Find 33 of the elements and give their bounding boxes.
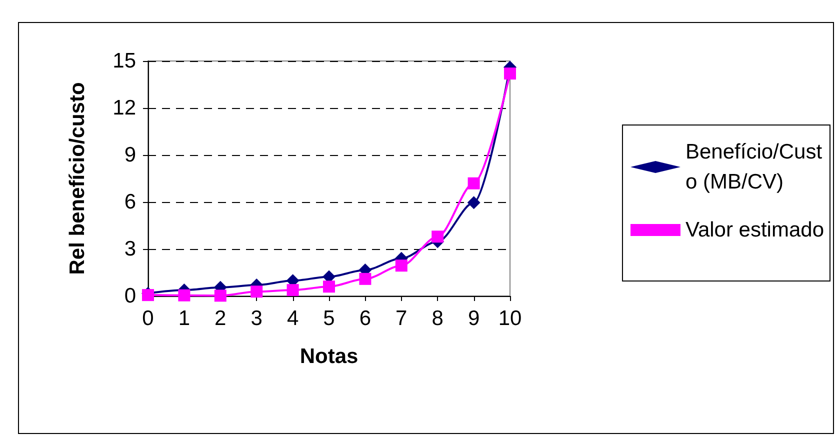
point bbox=[214, 290, 226, 302]
legend-label: Valor estimado bbox=[685, 218, 824, 242]
point bbox=[432, 230, 444, 243]
x-tick-label: 5 bbox=[323, 307, 335, 330]
point bbox=[178, 289, 190, 302]
y-tick-label: 6 bbox=[124, 190, 136, 214]
y-tick-label: 9 bbox=[124, 144, 136, 166]
y-axis-title: Rel benefício/custo bbox=[66, 82, 89, 275]
x-tick-label: 0 bbox=[142, 307, 154, 330]
x-tick-label: 1 bbox=[178, 307, 190, 330]
legend-label: Benefício/Cust o (MB/CV) bbox=[685, 140, 822, 194]
x-tick-label: 10 bbox=[498, 307, 522, 330]
x-tick-label: 8 bbox=[432, 307, 444, 330]
y-tick-label: 12 bbox=[112, 96, 136, 120]
point bbox=[359, 272, 372, 285]
point bbox=[467, 196, 480, 210]
point bbox=[504, 68, 516, 80]
x-tick-label: 2 bbox=[214, 307, 226, 330]
point bbox=[468, 177, 480, 190]
point bbox=[142, 289, 154, 302]
point bbox=[395, 260, 408, 272]
x-tick-label: 7 bbox=[396, 307, 408, 330]
y-tick-label: 15 bbox=[112, 50, 136, 72]
x-tick-label: 4 bbox=[286, 307, 299, 330]
x-tick-label: 3 bbox=[250, 307, 262, 330]
point bbox=[250, 286, 263, 298]
point bbox=[286, 284, 299, 296]
point bbox=[323, 280, 335, 293]
x-tick-label: 6 bbox=[359, 307, 372, 330]
x-axis-title: Notas bbox=[300, 345, 358, 368]
y-tick-label: 3 bbox=[124, 238, 136, 260]
x-tick-label: 9 bbox=[468, 307, 480, 330]
y-tick-label: 0 bbox=[124, 284, 136, 308]
